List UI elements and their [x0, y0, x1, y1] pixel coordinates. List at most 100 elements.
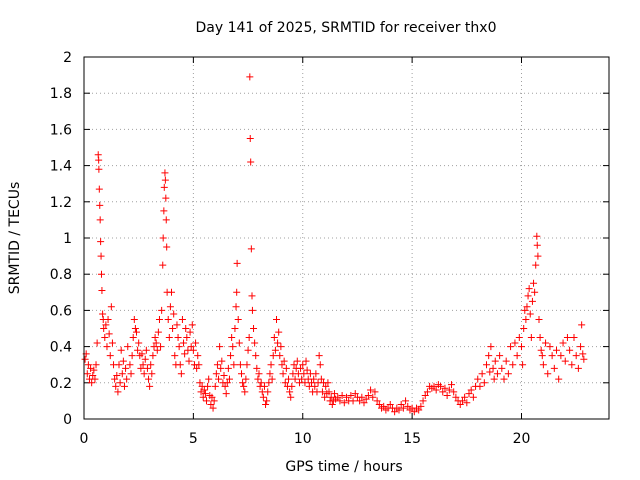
- data-point: [134, 346, 142, 354]
- data-point: [421, 391, 429, 399]
- data-point: [207, 401, 215, 409]
- data-point: [171, 352, 179, 360]
- data-point: [128, 352, 136, 360]
- data-point: [507, 343, 515, 351]
- data-point: [537, 346, 545, 354]
- y-tick-label: 1: [63, 231, 72, 247]
- data-point: [555, 375, 563, 383]
- data-point: [336, 397, 344, 405]
- data-point: [247, 158, 255, 166]
- data-point: [196, 379, 204, 387]
- data-point: [83, 370, 91, 378]
- data-point: [173, 321, 181, 329]
- data-point: [452, 393, 460, 401]
- data-point: [102, 321, 110, 329]
- data-point: [302, 357, 310, 365]
- data-point: [534, 252, 542, 260]
- data-point: [404, 402, 412, 410]
- data-point: [137, 364, 145, 372]
- data-point: [513, 352, 521, 360]
- data-point: [122, 364, 130, 372]
- data-point: [150, 343, 158, 351]
- data-point: [263, 397, 271, 405]
- data-point: [448, 381, 455, 389]
- data-point: [474, 375, 482, 383]
- data-point: [111, 375, 119, 383]
- data-point: [108, 339, 116, 347]
- data-point: [96, 216, 104, 224]
- data-point: [201, 390, 209, 398]
- data-point: [476, 382, 484, 390]
- data-point: [97, 238, 105, 246]
- data-point: [485, 352, 493, 360]
- data-point: [159, 234, 167, 242]
- data-point: [88, 379, 96, 387]
- data-point: [297, 364, 305, 372]
- data-point: [275, 328, 283, 336]
- data-point: [139, 361, 147, 369]
- data-point: [187, 343, 195, 351]
- axis-ticks: 00.20.40.60.811.21.41.61.820 5 10 15 20: [50, 50, 609, 447]
- data-point: [158, 306, 166, 314]
- data-point: [251, 339, 259, 347]
- data-point: [557, 352, 565, 360]
- data-point: [271, 346, 279, 354]
- data-point: [568, 361, 576, 369]
- data-point: [105, 330, 113, 338]
- data-point: [491, 357, 499, 365]
- data-point: [572, 352, 580, 360]
- data-point: [487, 343, 495, 351]
- data-point: [138, 350, 146, 358]
- data-point: [250, 325, 258, 332]
- data-point: [423, 388, 431, 396]
- data-point: [327, 393, 335, 401]
- data-point: [98, 270, 105, 278]
- data-point: [163, 243, 171, 251]
- data-point: [161, 169, 169, 177]
- data-point: [399, 404, 407, 412]
- data-point: [570, 334, 578, 342]
- data-point: [291, 375, 299, 383]
- data-point: [218, 357, 226, 365]
- data-point: [486, 368, 494, 376]
- data-point: [232, 303, 240, 311]
- data-point: [574, 364, 582, 372]
- data-point: [415, 406, 423, 414]
- x-tick-label: 20: [513, 431, 531, 447]
- data-point: [397, 401, 405, 409]
- data-point: [205, 375, 213, 383]
- data-point: [162, 216, 170, 224]
- data-point: [193, 364, 201, 372]
- data-point: [155, 315, 163, 323]
- plot-frame: [83, 56, 610, 420]
- data-point: [301, 379, 309, 387]
- x-tick-label: 0: [80, 431, 89, 447]
- data-point: [166, 303, 174, 311]
- data-point: [259, 393, 267, 401]
- data-point: [221, 382, 229, 390]
- data-point: [483, 361, 490, 369]
- data-point: [580, 355, 588, 363]
- data-point: [246, 73, 254, 81]
- x-tick-label: 15: [403, 431, 421, 447]
- data-point: [146, 382, 154, 390]
- data-point: [81, 355, 89, 363]
- data-point: [120, 382, 128, 390]
- data-point: [500, 375, 508, 383]
- data-point: [362, 395, 370, 403]
- data-point: [217, 364, 225, 372]
- data-point: [523, 303, 531, 311]
- data-point: [90, 366, 98, 374]
- data-point: [117, 346, 125, 354]
- data-point: [124, 343, 132, 351]
- x-tick-label: 5: [189, 431, 198, 447]
- data-point: [480, 379, 488, 387]
- data-point: [279, 370, 287, 378]
- data-point: [300, 370, 308, 378]
- data-point: [519, 361, 527, 369]
- data-point: [162, 194, 170, 202]
- data-point: [252, 352, 260, 360]
- data-point: [133, 328, 140, 336]
- data-point: [395, 406, 403, 414]
- data-point: [231, 325, 239, 332]
